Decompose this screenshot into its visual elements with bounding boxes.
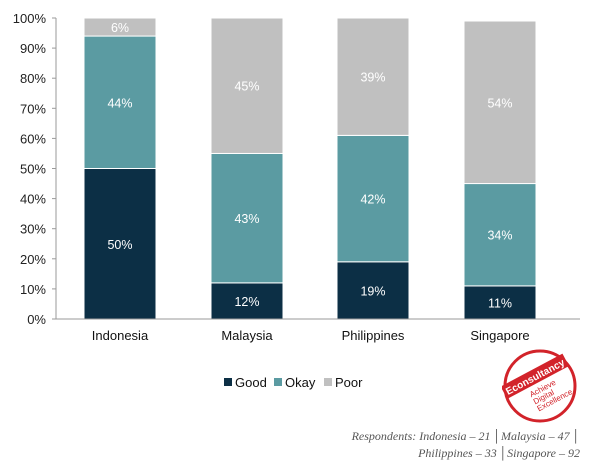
bar-philippines-good xyxy=(336,261,410,320)
y-tick-label: 90% xyxy=(20,41,46,56)
legend-swatch-okay xyxy=(274,378,282,386)
bar-philippines-poor xyxy=(336,17,410,136)
x-tick-label: Indonesia xyxy=(92,328,149,343)
data-label-malaysia-poor: 45% xyxy=(234,80,259,94)
data-label-malaysia-good: 12% xyxy=(234,295,259,309)
footnote-line-1: Respondents: Indonesia – 21 │Malaysia – … xyxy=(351,429,580,443)
legend-label-poor: Poor xyxy=(335,375,363,390)
bar-malaysia-poor xyxy=(210,17,284,154)
x-axis: Indonesia Malaysia Philippines Singapore xyxy=(56,318,580,343)
x-tick-label: Singapore xyxy=(470,328,529,343)
legend-label-okay: Okay xyxy=(285,375,316,390)
data-label-indonesia-okay: 44% xyxy=(107,96,132,110)
x-tick-label: Malaysia xyxy=(221,328,273,343)
bar-indonesia-poor xyxy=(83,17,157,37)
y-tick-label: 10% xyxy=(20,282,46,297)
respondents-footnote: Respondents: Indonesia – 21 │Malaysia – … xyxy=(280,428,580,462)
y-tick-label: 50% xyxy=(20,162,46,177)
data-label-singapore-okay: 34% xyxy=(487,229,512,243)
legend: Good Okay Poor xyxy=(224,375,363,390)
y-tick-label: 30% xyxy=(20,222,46,237)
data-label-philippines-okay: 42% xyxy=(360,193,385,207)
data-label-indonesia-poor: 6% xyxy=(111,21,129,35)
y-tick-label: 70% xyxy=(20,101,46,116)
data-label-philippines-good: 19% xyxy=(360,284,385,298)
bar-singapore-poor xyxy=(463,20,537,185)
bar-malaysia-okay xyxy=(210,152,284,284)
bar-singapore-good xyxy=(463,285,537,320)
y-tick-label: 100% xyxy=(13,11,47,26)
y-tick-label: 0% xyxy=(27,312,46,327)
data-label-malaysia-okay: 43% xyxy=(234,212,259,226)
y-axis: 0% 10% 20% 30% 40% 50% 60% 70% 80% 90% 100% xyxy=(13,11,57,327)
legend-swatch-poor xyxy=(324,378,332,386)
y-tick-label: 20% xyxy=(20,252,46,267)
legend-label-good: Good xyxy=(235,375,267,390)
data-label-philippines-poor: 39% xyxy=(360,71,385,85)
bar-indonesia-good xyxy=(83,168,157,320)
data-label-singapore-poor: 54% xyxy=(487,96,512,110)
data-label-singapore-good: 11% xyxy=(488,296,512,310)
legend-swatch-good xyxy=(224,378,232,386)
bar-malaysia-good xyxy=(210,282,284,320)
y-tick-label: 80% xyxy=(20,71,46,86)
bar-singapore-okay xyxy=(463,183,537,287)
y-tick-label: 60% xyxy=(20,131,46,146)
bar-indonesia-okay xyxy=(83,35,157,170)
data-label-indonesia-good: 50% xyxy=(107,238,132,252)
bar-philippines-okay xyxy=(336,134,410,263)
bars: 50% 44% 6% 12% 43% 45% 19% 42% 39% 11% 34% 54% xyxy=(83,17,537,320)
x-tick-label: Philippines xyxy=(342,328,405,343)
y-tick-label: 40% xyxy=(20,192,46,207)
econsultancy-logo: Econsultancy Achieve Digital Excellence xyxy=(502,349,577,423)
footnote-line-2: Philippines – 33 │Singapore – 92 xyxy=(418,446,580,460)
